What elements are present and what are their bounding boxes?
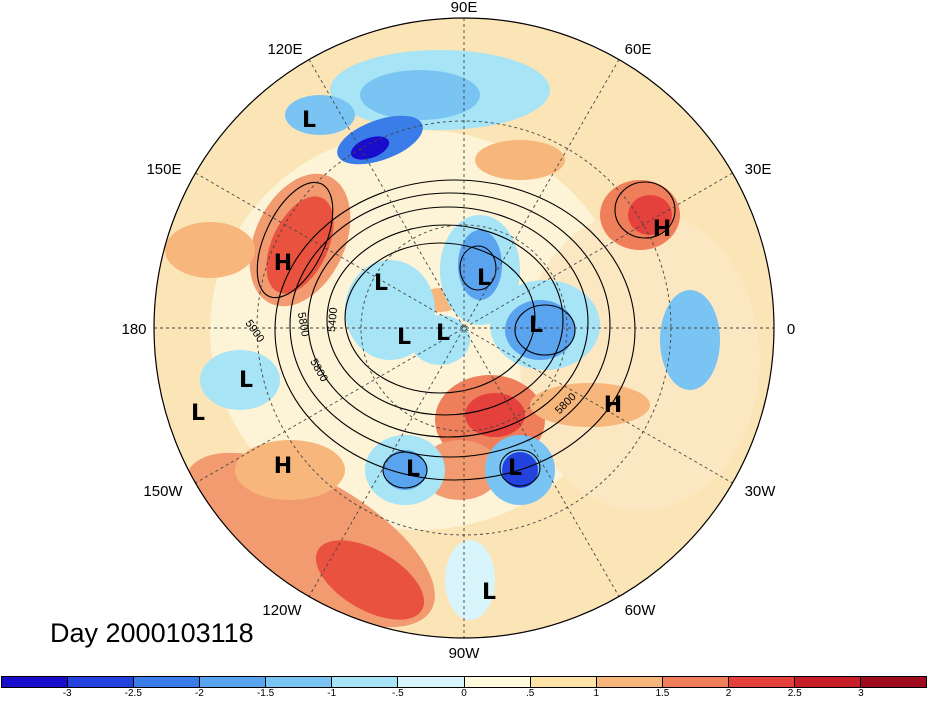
low-pressure-marker: L [239,368,253,393]
colorbar-swatch [530,677,597,687]
colorbar-tick-label: -.5 [392,688,404,699]
colorbar-tick-label: 1.5 [655,688,670,699]
colorbar-labels: -3 -2.5 -2 -1.5 -1 -.5 0 .5 1 1.5 2 2.5 3 [0,688,928,702]
low-pressure-marker: L [436,321,450,346]
lon-label: 120E [267,41,302,58]
colorbar-swatch [68,677,135,687]
lon-label: 150W [143,483,183,500]
colorbar-swatch [794,677,862,687]
colorbar-swatch [332,677,399,687]
colorbar-tick-label: -1 [327,688,337,699]
high-pressure-marker: H [274,454,292,479]
graticule [154,18,774,638]
lon-label: 180 [121,321,146,338]
colorbar-tick-label: 1 [593,688,600,699]
lon-label: 0 [787,321,795,338]
low-pressure-marker: L [529,313,543,338]
low-pressure-marker: L [397,325,411,350]
colorbar-swatch [662,677,729,687]
lon-label: 120W [262,602,302,619]
height-contours [256,179,676,489]
colorbar-swatch [596,677,663,687]
low-pressure-marker: L [482,580,496,605]
low-pressure-marker: L [302,108,316,133]
colorbar-tick-label: 0 [461,688,467,699]
colorbar-tick-label: -2 [194,688,204,699]
colorbar-tick-label: -2.5 [124,688,142,699]
colorbar-tick-label: 3 [858,688,864,699]
colorbar-swatch [266,677,333,687]
lon-label: 60E [625,41,652,58]
colorbar-swatch [398,677,465,687]
high-pressure-marker: H [274,251,292,276]
lon-label: 90W [449,645,481,662]
colorbar-tick-label: 2.5 [787,688,802,699]
low-pressure-marker: L [477,266,491,291]
map-title: Day 2000103118 [50,618,254,648]
lon-label: 90E [451,0,478,16]
low-pressure-marker: L [508,456,522,481]
colorbar-swatch [728,677,795,687]
high-pressure-marker: H [604,393,622,418]
lon-label: 60W [625,602,657,619]
low-pressure-marker: L [374,271,388,296]
lon-label: 150E [146,161,181,178]
colorbar-swatch [200,677,267,687]
contour-label: 5800 [295,311,311,337]
colorbar-swatch [464,677,531,687]
colorbar-tick-label: -1.5 [256,688,275,699]
lon-label: 30E [745,161,772,178]
lon-label: 30W [745,483,777,500]
high-pressure-marker: H [653,217,671,242]
colorbar-swatch [861,677,927,687]
colorbar [1,676,927,688]
low-pressure-marker: L [406,457,420,482]
map-boundary [153,17,775,639]
anomaly-field [154,18,774,638]
low-pressure-marker: L [191,401,205,426]
contour-label: 5400 [326,307,340,332]
colorbar-tick-label: -3 [62,688,72,699]
colorbar-swatch [2,677,69,687]
colorbar-tick-label: 2 [725,688,732,699]
colorbar-swatch [134,677,201,687]
colorbar-tick-label: .5 [525,688,535,699]
